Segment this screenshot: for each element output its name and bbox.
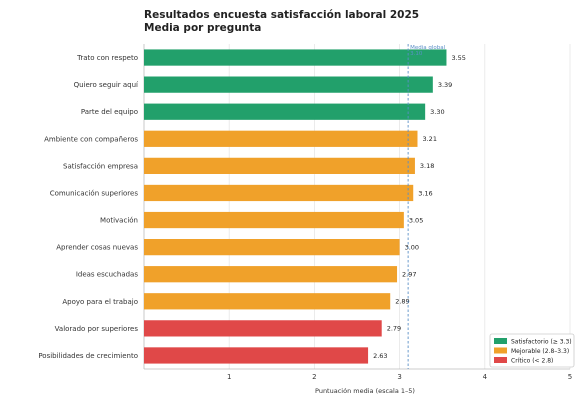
category-label-7: Motivación bbox=[100, 217, 138, 225]
value-label-8: 3.00 bbox=[405, 243, 419, 251]
legend-box bbox=[489, 333, 575, 368]
value-label-2: 3.39 bbox=[438, 81, 452, 89]
value-label-10: 2.89 bbox=[395, 298, 409, 306]
bar-10 bbox=[144, 293, 391, 310]
legend-swatch-satisfactorio bbox=[494, 338, 507, 344]
reference-value-label: 3.10 bbox=[410, 51, 423, 57]
x-axis-label: Puntuación media (escala 1–5) bbox=[315, 387, 415, 395]
bar-7 bbox=[144, 211, 404, 229]
category-label-3: Parte del equipo bbox=[81, 108, 138, 116]
x-tick-label-4: 4 bbox=[483, 373, 488, 381]
category-label-8: Aprender cosas nuevas bbox=[56, 244, 138, 252]
legend-label-mejorable: Mejorable (2.8–3.3) bbox=[511, 348, 569, 355]
bar-6 bbox=[144, 184, 414, 202]
category-label-12: Posibilidades de crecimiento bbox=[38, 352, 138, 360]
x-tick-label-5: 5 bbox=[568, 373, 572, 381]
value-label-12: 2.63 bbox=[373, 352, 387, 360]
category-label-11: Valorado por superiores bbox=[55, 325, 139, 333]
category-label-1: Trato con respeto bbox=[76, 54, 138, 62]
category-label-5: Satisfacción empresa bbox=[63, 162, 138, 170]
chart-subtitle: Media por pregunta bbox=[144, 22, 262, 34]
value-label-7: 3.05 bbox=[409, 216, 423, 224]
legend-label-critico: Crítico (< 2.8) bbox=[511, 358, 553, 365]
value-label-5: 3.18 bbox=[420, 162, 434, 170]
bar-9 bbox=[144, 266, 398, 283]
x-tick-label-1: 1 bbox=[227, 373, 231, 381]
bar-8 bbox=[144, 239, 400, 256]
category-label-2: Quiero seguir aquí bbox=[74, 81, 139, 89]
x-tick-label-3: 3 bbox=[397, 373, 401, 381]
category-label-6: Comunicación superiores bbox=[50, 189, 139, 197]
category-label-10: Apoyo para el trabajo bbox=[62, 298, 138, 306]
bar-4 bbox=[144, 130, 418, 147]
bar-11 bbox=[144, 320, 382, 337]
bar-5 bbox=[144, 157, 415, 174]
bar-1 bbox=[144, 49, 447, 66]
reference-label: Media global bbox=[410, 45, 446, 51]
chart-title: Resultados encuesta satisfacción laboral… bbox=[144, 9, 420, 21]
legend-swatch-critico bbox=[494, 357, 507, 363]
category-label-4: Ambiente con compañeros bbox=[44, 135, 138, 143]
x-tick-label-2: 2 bbox=[312, 373, 316, 381]
value-label-4: 3.21 bbox=[422, 135, 436, 143]
legend-label-satisfactorio: Satisfactorio (≥ 3.3) bbox=[511, 339, 572, 346]
value-label-6: 3.16 bbox=[418, 189, 432, 197]
bar-2 bbox=[144, 76, 433, 93]
value-label-3: 3.30 bbox=[430, 108, 444, 116]
category-label-9: Ideas escuchadas bbox=[76, 271, 139, 279]
value-label-9: 2.97 bbox=[402, 271, 416, 279]
bar-12 bbox=[144, 347, 369, 364]
legend-swatch-mejorable bbox=[494, 347, 507, 354]
value-label-1: 3.55 bbox=[451, 54, 465, 62]
bar-3 bbox=[144, 103, 426, 120]
value-label-11: 2.79 bbox=[387, 325, 401, 333]
chart-title-block: Resultados encuesta satisfacción laboral… bbox=[144, 9, 419, 35]
